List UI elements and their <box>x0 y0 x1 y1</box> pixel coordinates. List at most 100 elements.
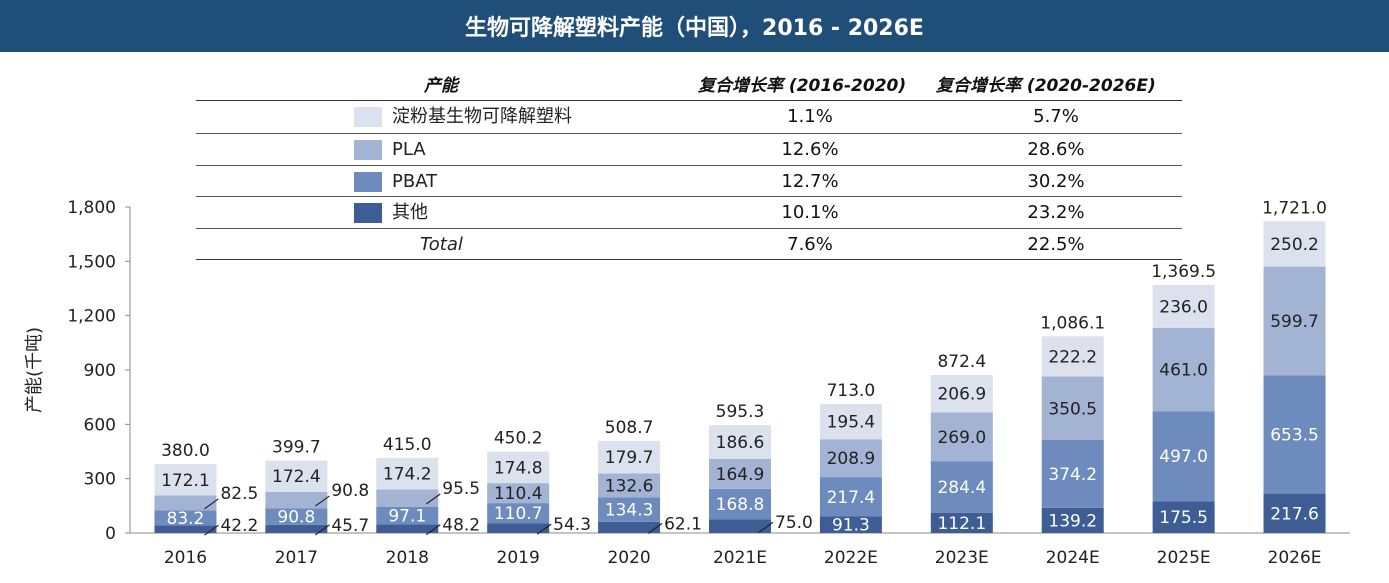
leader-line <box>315 524 330 536</box>
x-tick-label: 2026E <box>1268 548 1322 568</box>
bar-segment-starch <box>709 425 771 459</box>
legend-row-total: Total 7.6% 22.5% <box>196 229 1182 260</box>
legend-row-pla: PLA 12.6% 28.6% <box>196 134 1182 165</box>
data-label-other: 48.2 <box>442 516 480 536</box>
data-label-pla: 269.0 <box>937 428 986 448</box>
data-label-pbat: 284.4 <box>937 478 986 498</box>
bar-segment-pla <box>265 491 328 509</box>
y-tick-label: 600 <box>84 415 116 435</box>
bar-segment-starch <box>154 464 217 496</box>
leader-line <box>758 521 774 533</box>
bar-segment-other <box>709 519 771 533</box>
cagr1-other: 10.1% <box>781 202 839 223</box>
y-tick-label: 1,500 <box>67 252 116 272</box>
leader-line <box>536 523 552 535</box>
total-label: 415.0 <box>383 435 432 455</box>
data-label-pbat: 168.8 <box>716 495 765 515</box>
bar-segment-pbat <box>487 503 550 524</box>
bar-segment-pbat <box>1152 411 1215 502</box>
data-label-starch: 174.8 <box>494 458 543 478</box>
legend-label-other: 其他 <box>392 202 428 223</box>
data-label-pla: 461.0 <box>1159 360 1208 380</box>
total-label: 380.0 <box>161 441 210 461</box>
legend-label-total: Total <box>420 234 463 255</box>
bar-segment-pbat <box>598 497 661 522</box>
data-label-starch: 179.7 <box>605 448 654 468</box>
data-label-pbat: 374.2 <box>1048 465 1097 485</box>
total-label: 1,086.1 <box>1040 313 1105 333</box>
bar-segment-pla <box>598 473 661 498</box>
data-label-pbat: 217.4 <box>827 488 876 508</box>
bar-segment-pbat <box>376 506 439 525</box>
cagr1-pbat: 12.7% <box>781 171 839 192</box>
data-label-other: 217.6 <box>1270 504 1319 524</box>
data-label-other: 75.0 <box>775 513 813 533</box>
leader-line <box>204 498 219 510</box>
chart-title-text: 生物可降解塑料产能（中国），2016 - 2026E <box>465 16 924 41</box>
data-label-pbat: 83.2 <box>167 509 205 529</box>
bar-segment-starch <box>487 451 550 484</box>
x-tick-label: 2020 <box>607 548 650 568</box>
y-tick-label: 1,200 <box>67 307 116 327</box>
table-bottom-rule <box>196 259 1182 260</box>
row-rule <box>196 133 1182 134</box>
data-label-pbat: 90.8 <box>277 508 315 528</box>
cagr1-pla: 12.6% <box>781 139 839 160</box>
data-label-pla: 110.4 <box>494 484 543 504</box>
total-label: 1,369.5 <box>1151 262 1216 282</box>
cagr2-starch: 5.7% <box>1033 106 1079 127</box>
total-label: 1,721.0 <box>1262 198 1327 218</box>
bar-segment-pbat <box>709 488 771 520</box>
data-label-other: 54.3 <box>553 515 591 535</box>
row-rule <box>196 165 1182 166</box>
row-rule <box>196 228 1182 229</box>
bar-segment-starch <box>376 457 439 490</box>
data-label-other: 42.2 <box>220 516 258 536</box>
x-tick-label: 2022E <box>824 548 878 568</box>
data-label-pla: 164.9 <box>716 465 765 485</box>
leader-line <box>425 524 441 536</box>
bar-segment-pla <box>376 489 439 507</box>
bar-segment-pbat <box>1263 375 1326 494</box>
data-label-starch: 206.9 <box>937 385 986 405</box>
data-label-pbat: 110.7 <box>494 504 543 524</box>
data-label-other: 91.3 <box>832 516 870 536</box>
bar-segment-pla <box>930 412 993 462</box>
total-label: 399.7 <box>272 438 321 458</box>
x-tick-label: 2024E <box>1046 548 1100 568</box>
col-header-cagr-2016-2020: 复合增长率 (2016-2020) <box>698 76 907 96</box>
bar-segment-pla <box>1263 266 1326 376</box>
data-label-other: 45.7 <box>331 516 369 536</box>
data-label-pla: 350.5 <box>1048 399 1097 419</box>
data-label-starch: 174.2 <box>383 465 432 485</box>
bar-segment-pla <box>154 495 217 511</box>
cagr1-total: 7.6% <box>787 234 833 255</box>
total-label: 508.7 <box>605 418 654 438</box>
data-label-pla: 208.9 <box>827 449 876 469</box>
bar-segment-pla <box>1041 376 1104 441</box>
leader-line <box>425 493 441 505</box>
bar-segment-pla <box>1152 327 1215 412</box>
x-tick-label: 2019 <box>497 548 540 568</box>
legend-label-starch: 淀粉基生物可降解塑料 <box>392 106 572 127</box>
data-label-pbat: 134.3 <box>605 501 654 521</box>
total-label: 713.0 <box>827 381 876 401</box>
x-tick-label: 2025E <box>1157 548 1211 568</box>
col-header-capacity: 产能 <box>424 76 458 96</box>
x-tick-label: 2016 <box>164 548 207 568</box>
data-label-pla: 82.5 <box>220 484 258 504</box>
bar-segment-other <box>154 525 217 533</box>
legend-swatch-other <box>354 203 382 223</box>
data-label-starch: 172.1 <box>161 471 210 491</box>
data-label-pbat: 97.1 <box>388 506 426 526</box>
cagr1-starch: 1.1% <box>787 106 833 127</box>
x-tick-label: 2017 <box>275 548 318 568</box>
col-header-cagr-2020-2026: 复合增长率 (2020-2026E) <box>936 76 1156 96</box>
data-label-pla: 90.8 <box>331 481 369 501</box>
total-label: 872.4 <box>937 352 986 372</box>
bar-segment-pbat <box>930 461 993 513</box>
bar-segment-pla <box>487 483 550 504</box>
bar-segment-starch <box>930 374 993 413</box>
data-label-starch: 195.4 <box>827 413 876 433</box>
bar-segment-other <box>265 524 328 533</box>
